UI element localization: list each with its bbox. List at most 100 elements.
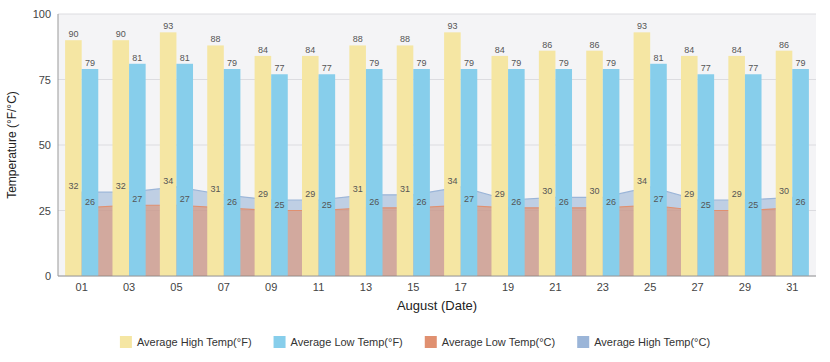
data-label: 25 bbox=[748, 200, 758, 210]
data-label: 26 bbox=[417, 197, 427, 207]
bar bbox=[698, 74, 715, 276]
bar bbox=[65, 40, 82, 276]
bar bbox=[397, 45, 414, 276]
data-label: 30 bbox=[779, 186, 789, 196]
x-tick-label: 09 bbox=[265, 281, 277, 293]
data-label: 27 bbox=[464, 194, 474, 204]
legend: Average High Temp(°F) Average Low Temp(°F… bbox=[120, 336, 710, 348]
data-label: 77 bbox=[274, 63, 284, 73]
data-label: 32 bbox=[68, 181, 78, 191]
x-tick-label: 19 bbox=[502, 281, 514, 293]
bar bbox=[413, 69, 430, 276]
legend-swatch bbox=[120, 336, 132, 348]
data-label: 86 bbox=[779, 40, 789, 50]
data-label: 34 bbox=[447, 176, 457, 186]
data-label: 79 bbox=[511, 58, 521, 68]
data-label: 86 bbox=[542, 40, 552, 50]
data-label: 26 bbox=[559, 197, 569, 207]
data-label: 84 bbox=[495, 45, 505, 55]
x-axis-label: August (Date) bbox=[397, 298, 477, 313]
data-label: 88 bbox=[211, 34, 221, 44]
x-tick-label: 07 bbox=[218, 281, 230, 293]
bar bbox=[728, 56, 745, 276]
legend-swatch bbox=[425, 336, 437, 348]
plot-marks bbox=[65, 32, 809, 276]
grid-line bbox=[58, 276, 816, 277]
data-label: 79 bbox=[796, 58, 806, 68]
y-axis-line bbox=[58, 14, 59, 276]
data-label: 25 bbox=[322, 200, 332, 210]
data-label: 79 bbox=[227, 58, 237, 68]
bar bbox=[224, 69, 241, 276]
x-tick-label: 03 bbox=[123, 281, 135, 293]
data-label: 81 bbox=[132, 53, 142, 63]
legend-item: Average High Temp(°F) bbox=[120, 336, 252, 348]
bar bbox=[302, 56, 319, 276]
bar bbox=[508, 69, 525, 276]
data-label: 77 bbox=[748, 63, 758, 73]
data-label: 90 bbox=[68, 29, 78, 39]
bar bbox=[634, 32, 651, 276]
bar bbox=[603, 69, 620, 276]
data-label: 27 bbox=[132, 194, 142, 204]
data-label: 79 bbox=[559, 58, 569, 68]
y-tick-label: 25 bbox=[39, 205, 51, 217]
bar bbox=[792, 69, 809, 276]
data-label: 27 bbox=[180, 194, 190, 204]
bar bbox=[207, 45, 224, 276]
data-label: 93 bbox=[447, 21, 457, 31]
legend-label: Average High Temp(°F) bbox=[137, 336, 252, 348]
data-label: 26 bbox=[796, 197, 806, 207]
legend-item: Average Low Temp(°C) bbox=[425, 336, 555, 348]
x-tick-label: 15 bbox=[407, 281, 419, 293]
data-label: 90 bbox=[116, 29, 126, 39]
data-label: 26 bbox=[227, 197, 237, 207]
data-label: 27 bbox=[653, 194, 663, 204]
y-tick-label: 75 bbox=[39, 74, 51, 86]
data-label: 30 bbox=[590, 186, 600, 196]
legend-label: Average Low Temp(°C) bbox=[442, 336, 555, 348]
data-label: 79 bbox=[464, 58, 474, 68]
data-label: 29 bbox=[684, 189, 694, 199]
data-label: 81 bbox=[653, 53, 663, 63]
data-label: 81 bbox=[180, 53, 190, 63]
x-tick-label: 27 bbox=[691, 281, 703, 293]
x-tick-label: 21 bbox=[549, 281, 561, 293]
data-label: 84 bbox=[305, 45, 315, 55]
x-tick-label: 01 bbox=[76, 281, 88, 293]
data-label: 26 bbox=[85, 197, 95, 207]
bar bbox=[160, 32, 177, 276]
plot-background bbox=[58, 14, 816, 276]
data-label: 29 bbox=[495, 189, 505, 199]
data-label: 31 bbox=[211, 184, 221, 194]
bar bbox=[491, 56, 508, 276]
grid-line bbox=[58, 14, 816, 15]
data-label: 88 bbox=[400, 34, 410, 44]
x-tick-label: 11 bbox=[313, 281, 324, 293]
bar bbox=[586, 51, 603, 276]
bar bbox=[776, 51, 793, 276]
data-label: 29 bbox=[732, 189, 742, 199]
bar bbox=[129, 64, 146, 276]
y-tick-label: 100 bbox=[33, 8, 51, 20]
y-axis-label: Temperature (°F/°C) bbox=[5, 91, 19, 199]
x-tick-label: 29 bbox=[739, 281, 751, 293]
bar bbox=[681, 56, 698, 276]
bar bbox=[112, 40, 129, 276]
legend-item: Average Low Temp(°F) bbox=[274, 336, 403, 348]
data-label: 79 bbox=[85, 58, 95, 68]
data-label: 26 bbox=[369, 197, 379, 207]
bar bbox=[176, 64, 193, 276]
legend-label: Average Low Temp(°F) bbox=[291, 336, 403, 348]
bar bbox=[366, 69, 383, 276]
data-label: 25 bbox=[274, 200, 284, 210]
x-tick-label: 23 bbox=[597, 281, 609, 293]
bar bbox=[255, 56, 272, 276]
data-labels: 9090938884848888938486869384848679818179… bbox=[68, 21, 805, 209]
bar bbox=[555, 69, 572, 276]
data-label: 31 bbox=[353, 184, 363, 194]
data-label: 29 bbox=[258, 189, 268, 199]
x-tick-label: 13 bbox=[360, 281, 372, 293]
data-label: 77 bbox=[322, 63, 332, 73]
data-label: 77 bbox=[701, 63, 711, 73]
